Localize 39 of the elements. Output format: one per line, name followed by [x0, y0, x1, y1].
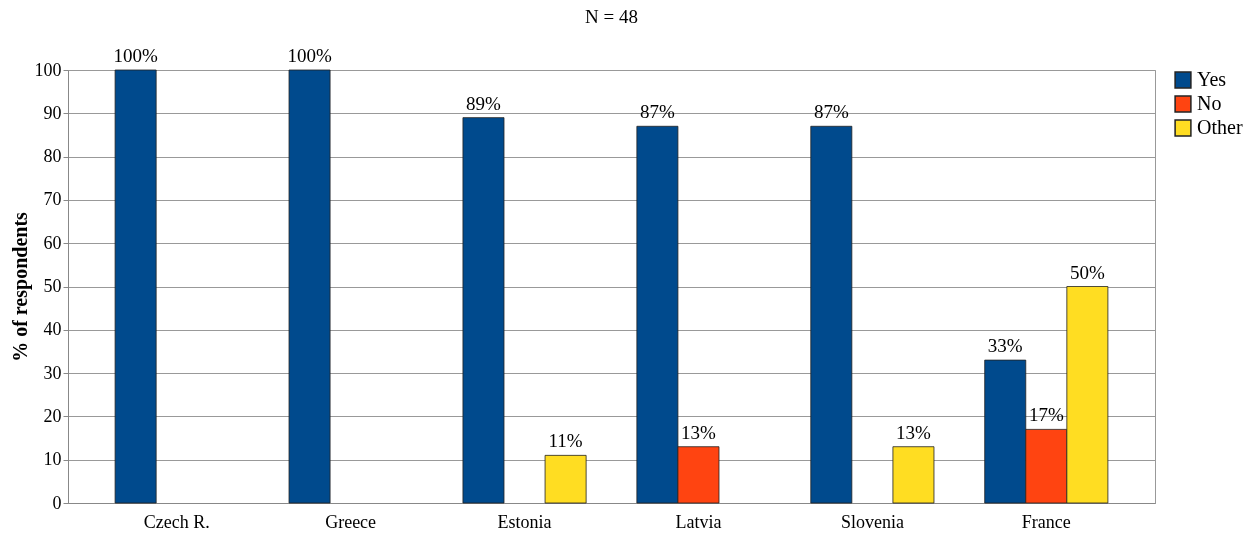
y-tick-label: 70 [43, 189, 62, 210]
y-tick-label: 40 [43, 319, 62, 340]
bar [114, 69, 157, 504]
x-tick-label: Estonia [497, 511, 552, 532]
data-label: 33% [987, 335, 1023, 357]
y-tick-label: 0 [52, 492, 62, 513]
y-tick-label: 100 [34, 59, 62, 80]
y-tick-label: 10 [43, 449, 62, 470]
y-tick-label: 20 [43, 405, 62, 426]
data-label: 11% [548, 430, 583, 452]
legend-label: Yes [1197, 68, 1227, 90]
data-label: 100% [287, 45, 332, 66]
chart-title: N = 48 [585, 6, 638, 27]
legend-label: No [1197, 92, 1222, 114]
bar [892, 446, 935, 504]
legend-label: Other [1197, 116, 1243, 138]
y-tick-label: 80 [43, 146, 62, 167]
data-label: 50% [1069, 261, 1105, 283]
x-tick-label: France [1021, 511, 1071, 532]
data-label: 87% [639, 101, 675, 123]
data-label: 13% [681, 421, 717, 443]
bar [288, 69, 331, 504]
y-axis-title: % of respondents [8, 211, 32, 362]
bar [462, 117, 505, 504]
x-tick-label: Czech R. [143, 511, 210, 532]
x-tick-label: Slovenia [840, 511, 904, 532]
data-label: 89% [466, 92, 502, 114]
data-label: 13% [896, 421, 932, 443]
y-tick-label: 90 [43, 102, 62, 123]
x-tick-label: Greece [325, 511, 377, 532]
y-tick-label: 30 [43, 362, 62, 383]
y-tick-label: 50 [43, 276, 62, 296]
data-label: 100% [113, 45, 158, 66]
x-tick-label: Latvia [675, 511, 722, 532]
data-label: 87% [813, 101, 849, 123]
bar [544, 454, 587, 504]
bar [810, 125, 853, 504]
y-tick-label: 60 [43, 232, 62, 253]
data-label: 17% [1028, 404, 1064, 426]
